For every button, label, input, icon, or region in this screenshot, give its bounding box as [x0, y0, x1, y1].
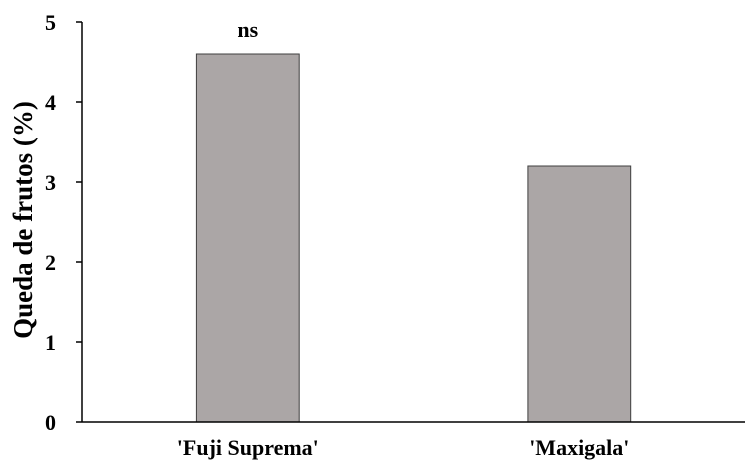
y-axis-label: Queda de frutos (%)	[8, 101, 38, 339]
y-tick-label-1: 1	[45, 330, 56, 355]
significance-annotation: ns	[237, 17, 258, 42]
bar-0	[195, 53, 300, 423]
x-tick-label-1: 'Maxigala'	[529, 435, 629, 460]
y-tick-label-0: 0	[45, 410, 56, 435]
x-tick-labels-group: 'Fuji Suprema' 'Maxigala'	[177, 435, 630, 460]
y-tick-label-5: 5	[45, 10, 56, 35]
x-tick-label-0: 'Fuji Suprema'	[177, 435, 319, 460]
y-tick-label-3: 3	[45, 170, 56, 195]
y-ticks-group: 0 1 2 3 4 5	[45, 10, 82, 435]
bars-group	[195, 53, 632, 423]
bar-1	[527, 165, 632, 423]
y-tick-label-4: 4	[45, 90, 56, 115]
y-tick-label-2: 2	[45, 250, 56, 275]
